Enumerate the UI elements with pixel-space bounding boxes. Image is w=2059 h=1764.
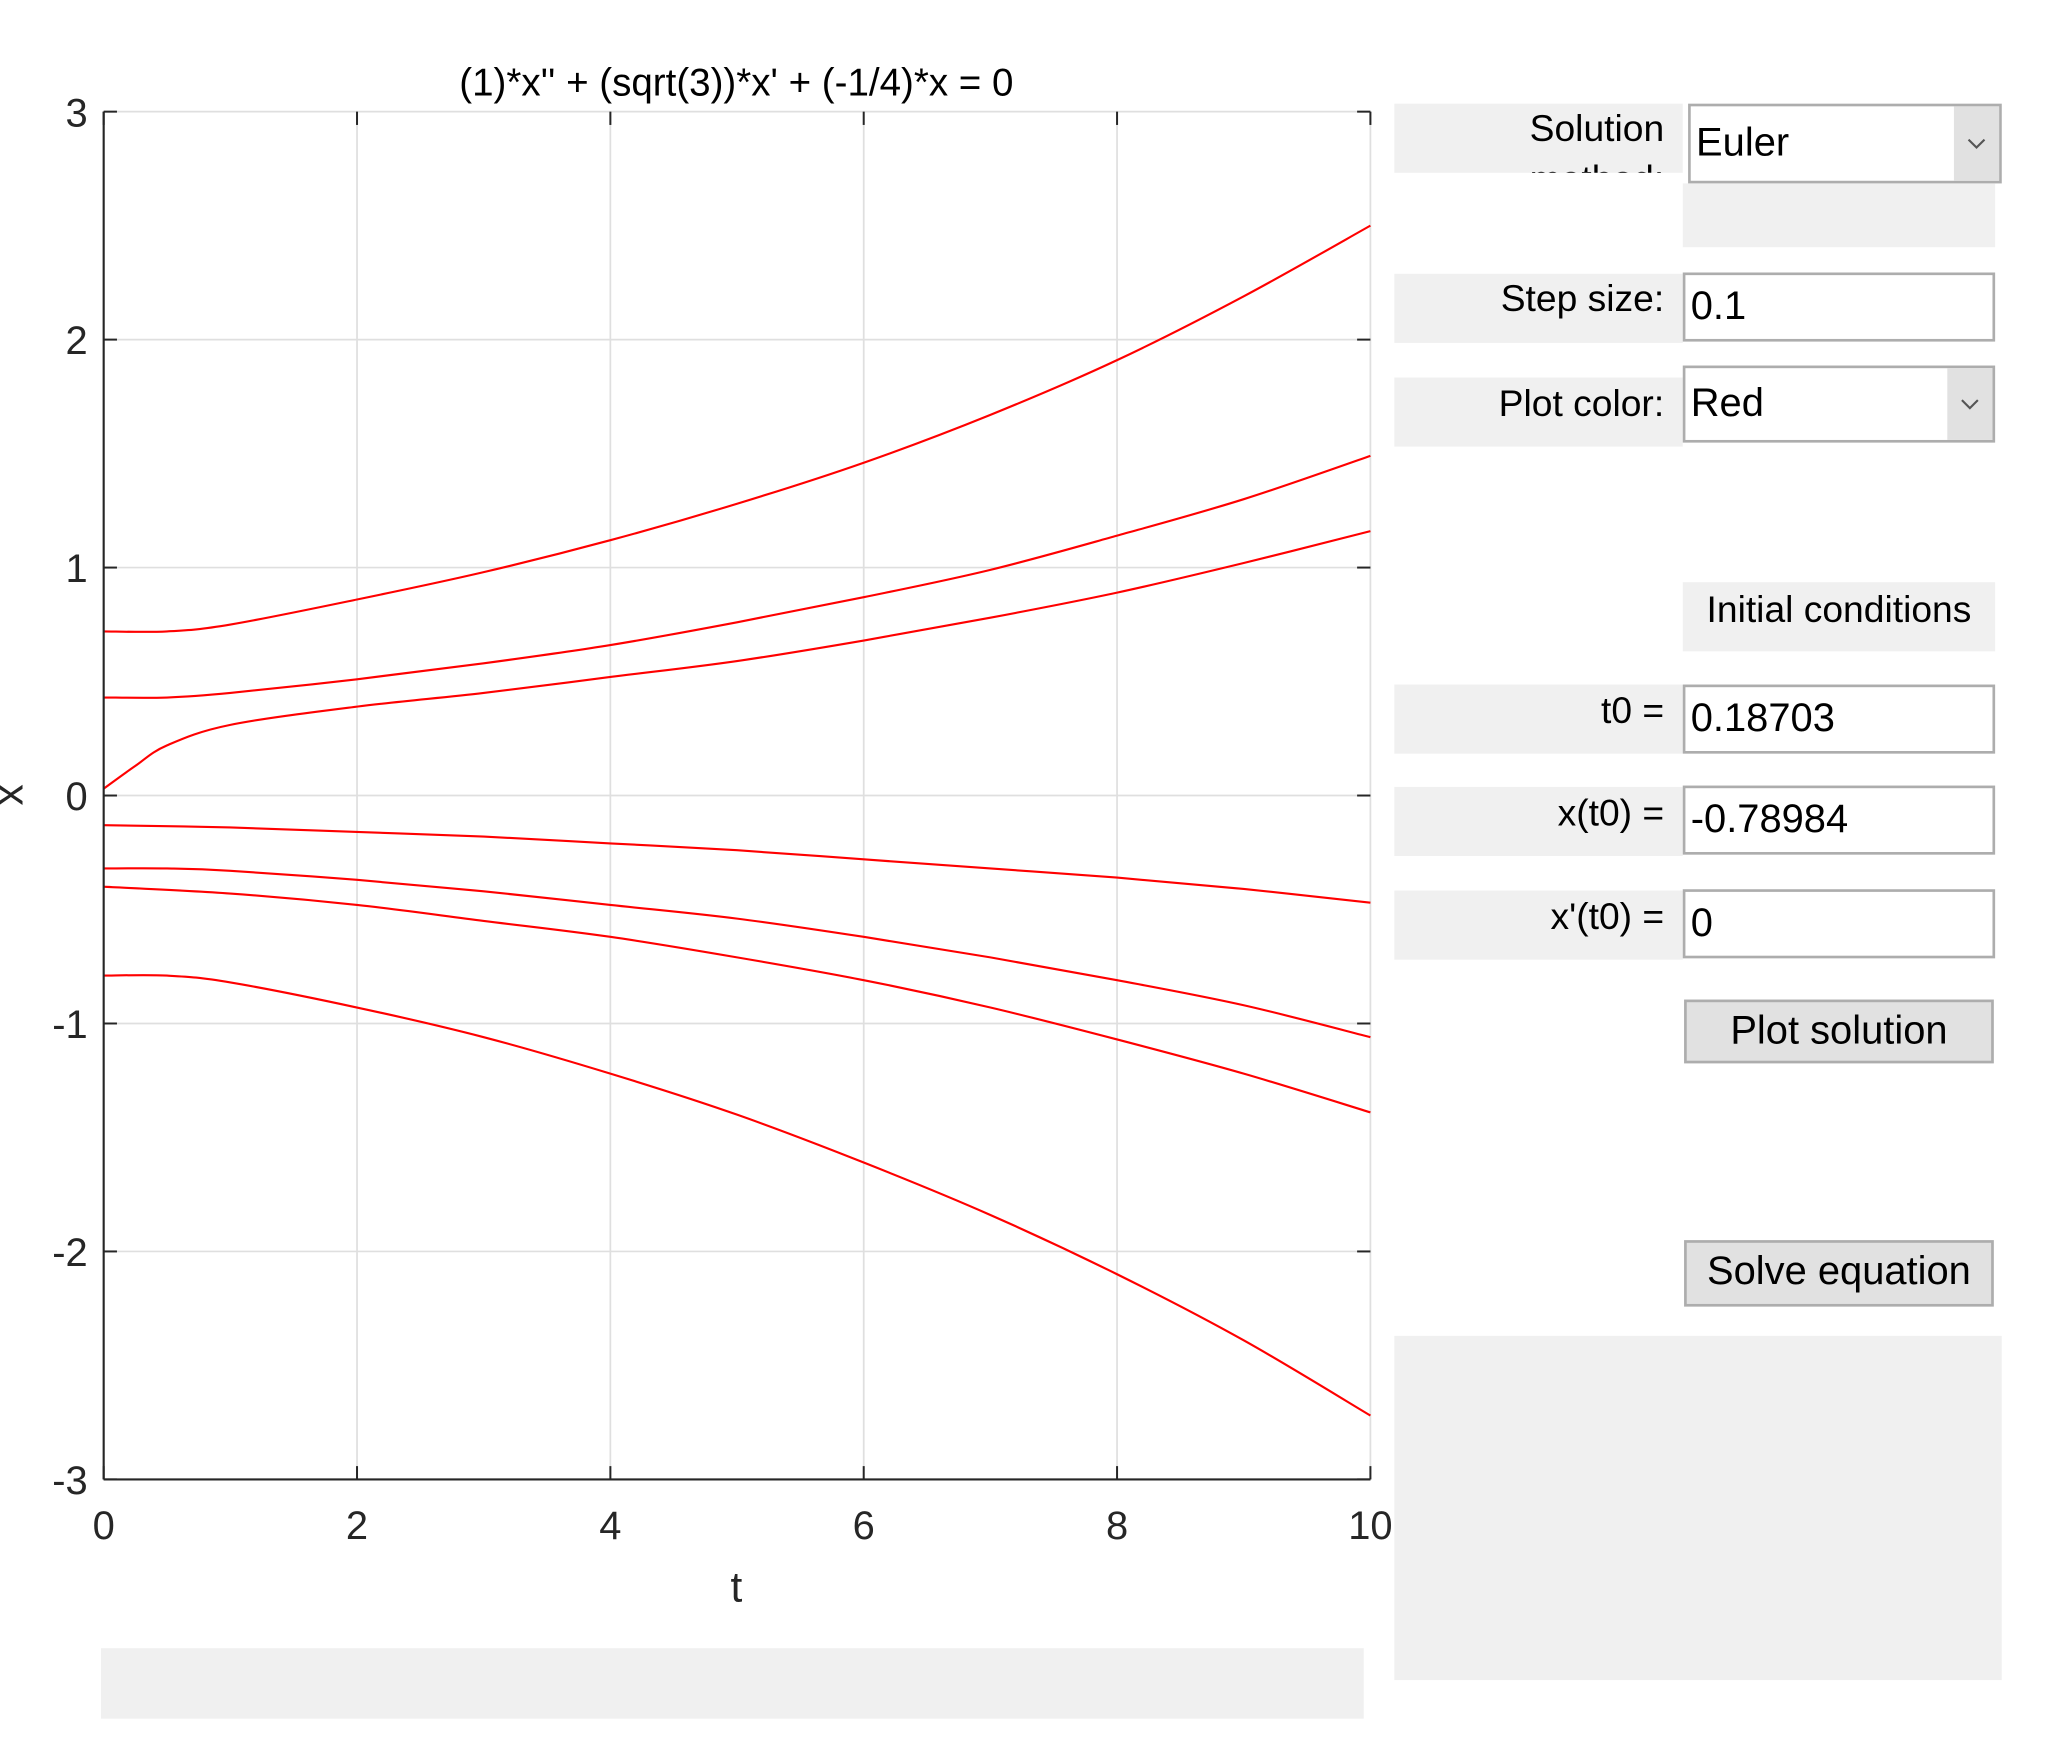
y-tick-label: 3 xyxy=(66,91,88,135)
plot-color-label: Plot color: xyxy=(1394,377,1683,447)
x-tick-label: 0 xyxy=(93,1504,115,1548)
method-options-panel xyxy=(1682,183,1996,248)
chevron-down-icon xyxy=(1947,368,1993,440)
grid-lines xyxy=(102,110,1372,1481)
solution-curve-5 xyxy=(103,867,1371,1039)
plot-color-value: Red xyxy=(1690,381,1764,426)
t0-input[interactable] xyxy=(1682,684,1996,754)
y-tick-label: 0 xyxy=(66,775,88,819)
y-tick-label: -3 xyxy=(52,1459,87,1503)
x-tick-label: 2 xyxy=(346,1504,368,1548)
solve-equation-button[interactable]: Solve equation xyxy=(1684,1240,1994,1307)
tick-labels: 0 2 4 6 8 10 -3 -2 -1 0 1 2 3 xyxy=(52,91,1392,1548)
x-t0-label: x(t0) = xyxy=(1394,786,1683,857)
t0-label: t0 = xyxy=(1394,684,1683,754)
y-tick-label: 1 xyxy=(66,547,88,591)
solution-method-dropdown[interactable]: Euler xyxy=(1688,103,2002,184)
x-tick-label: 8 xyxy=(1106,1504,1128,1548)
chart-title: (1)*x'' + (sqrt(3))*x' + (-1/4)*x = 0 xyxy=(459,62,1013,105)
status-panel xyxy=(101,1648,1364,1719)
solution-method-label: Solution method: xyxy=(1394,103,1683,173)
x-tick-label: 6 xyxy=(853,1504,875,1548)
solution-curve-6 xyxy=(103,885,1371,1114)
solution-curve-4 xyxy=(103,824,1371,904)
plot-axes: 0 2 4 6 8 10 -3 -2 -1 0 1 2 3 (1)*x'' + (sqrt(3))*x'… xyxy=(0,62,1393,1612)
initial-conditions-label: Initial conditions xyxy=(1682,582,1996,652)
y-tick-label: -2 xyxy=(52,1231,87,1275)
solution-method-value: Euler xyxy=(1696,120,1790,165)
solution-curve-2 xyxy=(103,454,1371,699)
y-axis-label: x xyxy=(0,784,33,805)
chevron-down-icon xyxy=(1953,106,2000,181)
x-tick-label: 4 xyxy=(599,1504,621,1548)
xp-t0-input[interactable] xyxy=(1682,889,1996,959)
solution-curve-3 xyxy=(103,530,1371,790)
step-size-label: Step size: xyxy=(1394,273,1683,343)
xp-t0-label: x'(t0) = xyxy=(1394,890,1683,960)
solution-curve-7 xyxy=(103,974,1371,1417)
output-panel xyxy=(1394,1335,2002,1681)
step-size-input[interactable] xyxy=(1682,272,1996,342)
axis-lines xyxy=(102,110,1372,1481)
plot-solution-button[interactable]: Plot solution xyxy=(1684,999,1994,1064)
plot-color-dropdown[interactable]: Red xyxy=(1682,365,1996,443)
series-layer xyxy=(103,224,1371,1417)
y-tick-label: 2 xyxy=(66,319,88,363)
y-tick-label: -1 xyxy=(52,1003,87,1047)
x-axis-label: t xyxy=(730,1564,742,1612)
x-tick-label: 10 xyxy=(1348,1504,1392,1548)
x-t0-input[interactable] xyxy=(1682,785,1996,855)
solution-curve-1 xyxy=(103,224,1371,633)
